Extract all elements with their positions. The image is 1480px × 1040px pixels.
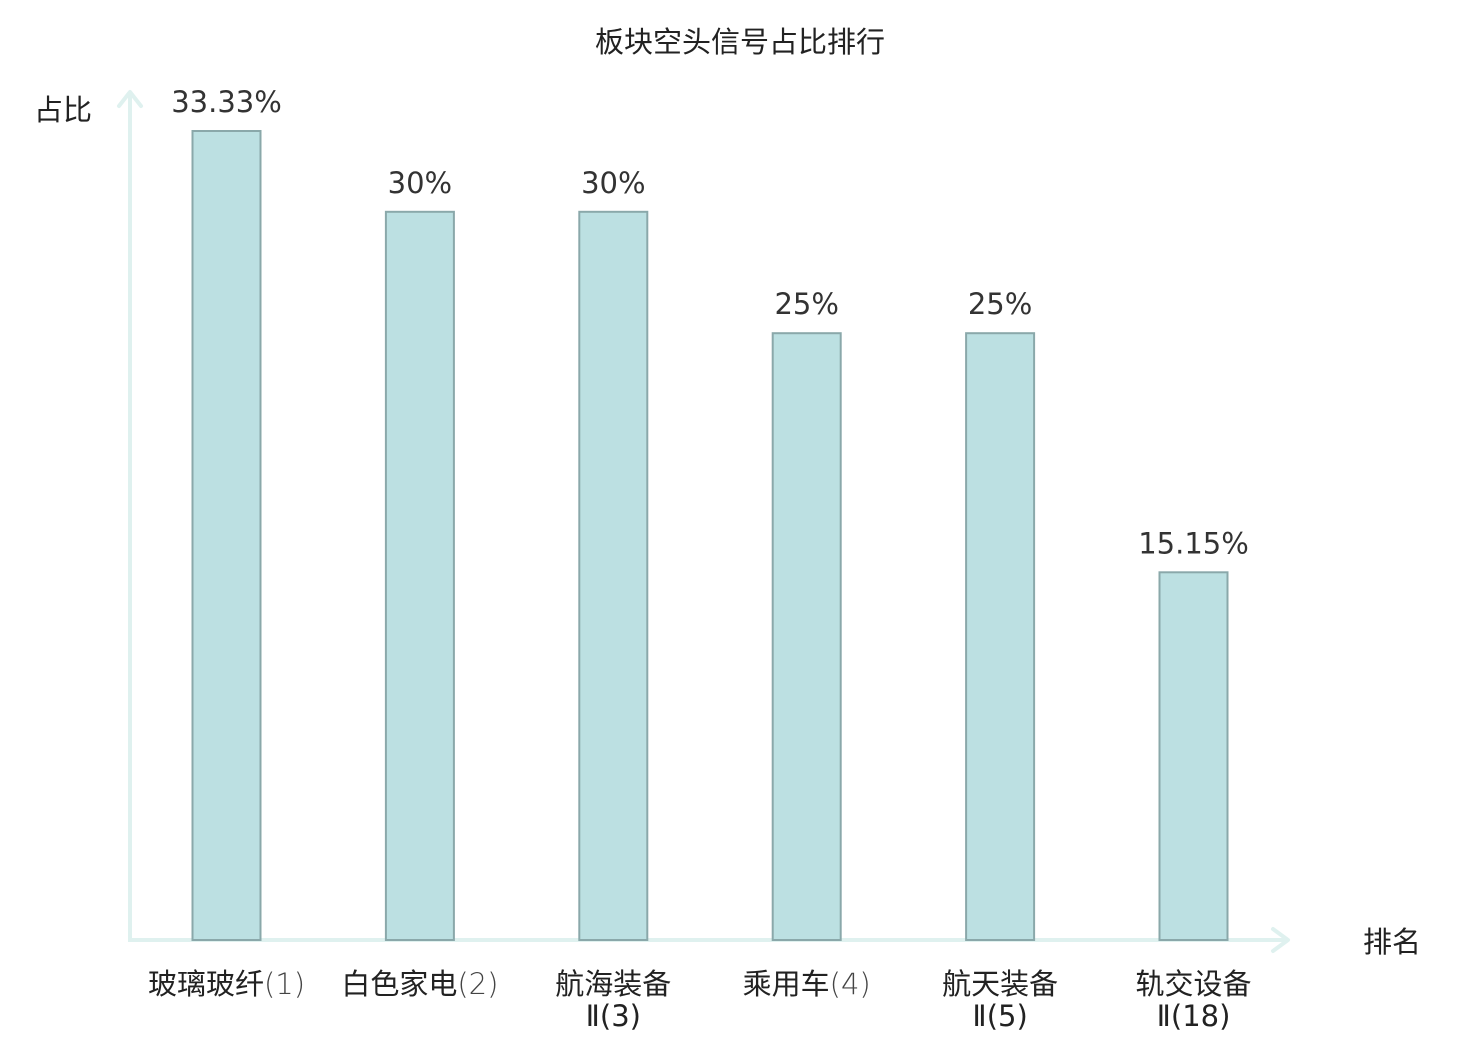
category-suffix-3: Ⅱ (586, 999, 600, 1033)
value-label-1: 33.33% (171, 85, 282, 119)
category-rank-4: (4) (830, 967, 871, 1001)
category-rank-6: (18) (1171, 999, 1231, 1033)
chart-title: 板块空头信号占比排行 (595, 25, 885, 59)
bar-5 (965, 332, 1036, 941)
value-label-group: 33.33% 30% 30% 25% 25% 15.15% (171, 85, 1249, 560)
category-label-line2-5: Ⅱ(5) (972, 999, 1027, 1033)
category-name-1: 玻璃玻纤 (148, 967, 264, 1001)
bar-3 (578, 210, 649, 942)
category-name-3: 航海装备 (555, 967, 671, 1001)
bar-2 (384, 210, 455, 942)
bar-group (191, 130, 1229, 942)
bar-1 (191, 130, 262, 941)
category-name-4: 乘用车 (743, 967, 830, 1001)
category-rank-5: (5) (987, 999, 1028, 1033)
value-label-5: 25% (968, 287, 1032, 321)
category-name-6: 轨交设备 (1135, 967, 1251, 1001)
x-axis-label: 排名 (1363, 925, 1421, 959)
category-label-5: 航天装备 (942, 967, 1058, 1001)
bar-4 (771, 332, 842, 941)
category-label-6: 轨交设备 (1135, 967, 1251, 1001)
category-name-2: 白色家电 (341, 967, 457, 1001)
category-label-3: 航海装备 (555, 967, 671, 1001)
y-axis-label: 占比 (34, 93, 92, 127)
category-label-line2-3: Ⅱ(3) (586, 999, 641, 1033)
category-suffix-5: Ⅱ (972, 999, 986, 1033)
category-label-1: 玻璃玻纤(1) (148, 967, 305, 1001)
y-axis-arrow (117, 90, 143, 108)
value-label-6: 15.15% (1138, 526, 1249, 560)
value-label-3: 30% (581, 166, 645, 200)
category-suffix-6: Ⅱ (1157, 999, 1171, 1033)
value-label-2: 30% (388, 166, 452, 200)
category-name-5: 航天装备 (942, 967, 1058, 1001)
category-label-2: 白色家电(2) (341, 967, 498, 1001)
category-rank-1: (1) (264, 967, 305, 1001)
x-axis-arrow (1271, 927, 1290, 953)
category-label-4: 乘用车(4) (743, 967, 871, 1001)
bar-6 (1158, 571, 1229, 941)
category-rank-3: (3) (600, 999, 641, 1033)
category-label-line2-6: Ⅱ(18) (1157, 999, 1231, 1033)
category-rank-2: (2) (457, 967, 498, 1001)
value-label-4: 25% (774, 287, 838, 321)
